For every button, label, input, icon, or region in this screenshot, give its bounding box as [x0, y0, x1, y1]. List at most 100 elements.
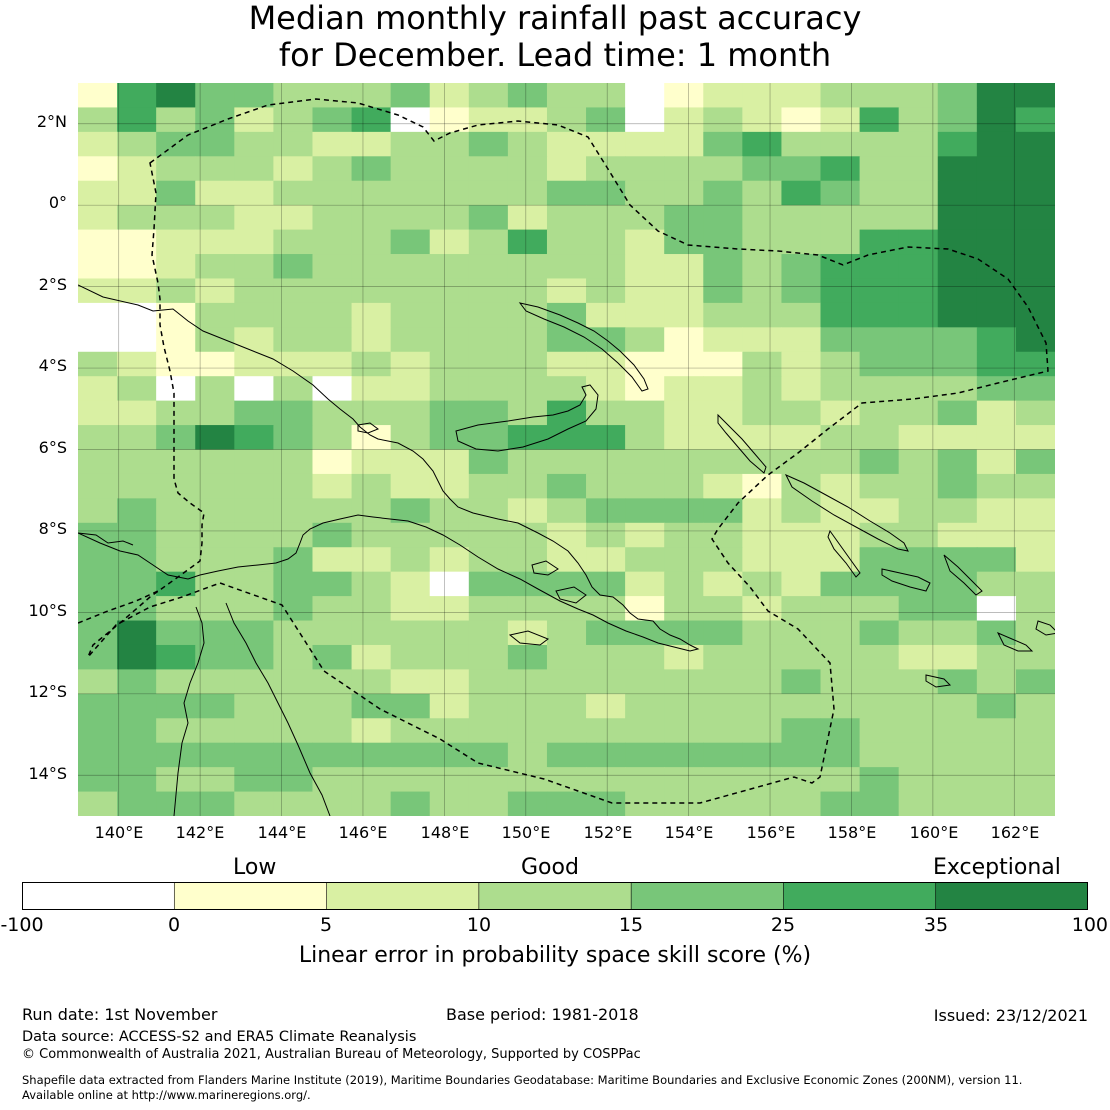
grid-cell [546, 718, 587, 744]
grid-cell [898, 767, 939, 793]
grid-cell [586, 718, 626, 744]
grid-cell [742, 278, 783, 304]
grid-cell [546, 83, 587, 109]
grid-cell [234, 693, 274, 719]
lat-label-4S: 4°S [38, 356, 67, 375]
grid-cell [117, 718, 157, 744]
grid-cell [742, 473, 783, 499]
grid-cell [742, 205, 783, 231]
grid-cell [507, 180, 548, 206]
lat-label-2S: 2°S [38, 275, 67, 294]
grid-cell [351, 376, 392, 402]
grid-cell [429, 742, 470, 768]
grid-cell [703, 791, 743, 816]
grid-cell [429, 254, 470, 280]
grid-cell [1015, 522, 1055, 548]
grid-cell [703, 718, 743, 744]
grid-cell [937, 302, 978, 328]
grid-cell [781, 522, 822, 548]
grid-cell [1015, 791, 1055, 816]
grid-cell [429, 302, 470, 328]
grid-cell [273, 620, 314, 646]
grid-cell [820, 180, 861, 206]
grid-cell [859, 596, 900, 622]
grid-cell [781, 180, 822, 206]
grid-cell [312, 742, 353, 768]
grid-cell [664, 205, 704, 231]
grid-cell [937, 718, 978, 744]
grid-cell [156, 449, 196, 475]
grid-cell [429, 156, 470, 182]
grid-cell [859, 156, 900, 182]
grid-cell [546, 620, 587, 646]
grid-cell [351, 596, 392, 622]
grid-cell [820, 522, 861, 548]
grid-cell [859, 351, 900, 377]
grid-cell [976, 376, 1017, 402]
grid-cell [273, 156, 314, 182]
grid-cell [781, 83, 822, 109]
grid-cell [234, 596, 274, 622]
grid-cell [1015, 376, 1055, 402]
grid-cell [625, 718, 665, 744]
grid-cell [117, 425, 157, 451]
grid-cell [273, 131, 314, 157]
grid-cell [703, 596, 743, 622]
grid-cell [507, 156, 548, 182]
grid-cell [625, 425, 665, 451]
shapefile-credit-line-1: Shapefile data extracted from Flanders M… [22, 1073, 1023, 1087]
grid-cell [703, 131, 743, 157]
grid-cell [273, 644, 314, 670]
grid-cell [156, 376, 196, 402]
grid-cell [351, 767, 392, 793]
grid-cell [156, 180, 196, 206]
grid-cell [546, 376, 587, 402]
grid-cell [820, 791, 861, 816]
grid-cell [117, 693, 157, 719]
grid-cell [234, 522, 274, 548]
grid-cell [390, 742, 431, 768]
grid-cell [468, 791, 509, 816]
grid-cell [820, 351, 861, 377]
grid-cell [781, 718, 822, 744]
grid-cell [664, 376, 704, 402]
grid-cell [117, 107, 157, 133]
grid-cell [859, 620, 900, 646]
grid-cell [351, 522, 392, 548]
grid-cell [195, 278, 235, 304]
grid-cell [195, 449, 235, 475]
colorbar-segment [22, 882, 176, 910]
grid-cell [976, 473, 1017, 499]
grid-cell [468, 449, 509, 475]
graticule-lines [78, 83, 1055, 816]
grid-cell [703, 180, 743, 206]
grid-cell [781, 400, 822, 426]
grid-cell [390, 449, 431, 475]
grid-cell [976, 254, 1017, 280]
grid-cell [156, 644, 196, 670]
grid-cell [390, 473, 431, 499]
grid-cell [898, 473, 939, 499]
grid-cell [195, 644, 235, 670]
grid-cell [859, 718, 900, 744]
grid-cell [429, 571, 470, 597]
grid-cell [664, 327, 704, 353]
grid-cell [195, 767, 235, 793]
grid-cell [312, 107, 353, 133]
grid-cell [1015, 351, 1055, 377]
grid-cell [898, 425, 939, 451]
grid-cell [1015, 229, 1055, 255]
grid-cell [546, 644, 587, 670]
grid-cell [429, 376, 470, 402]
grid-cell [781, 791, 822, 816]
grid-cell [312, 351, 353, 377]
grid-cell [468, 669, 509, 695]
grid-cell [859, 498, 900, 524]
grid-cell [312, 522, 353, 548]
grid-cell [703, 302, 743, 328]
grid-cell [78, 644, 118, 670]
grid-cell [234, 449, 274, 475]
grid-cell [273, 351, 314, 377]
grid-cell [937, 767, 978, 793]
grid-cell [703, 400, 743, 426]
